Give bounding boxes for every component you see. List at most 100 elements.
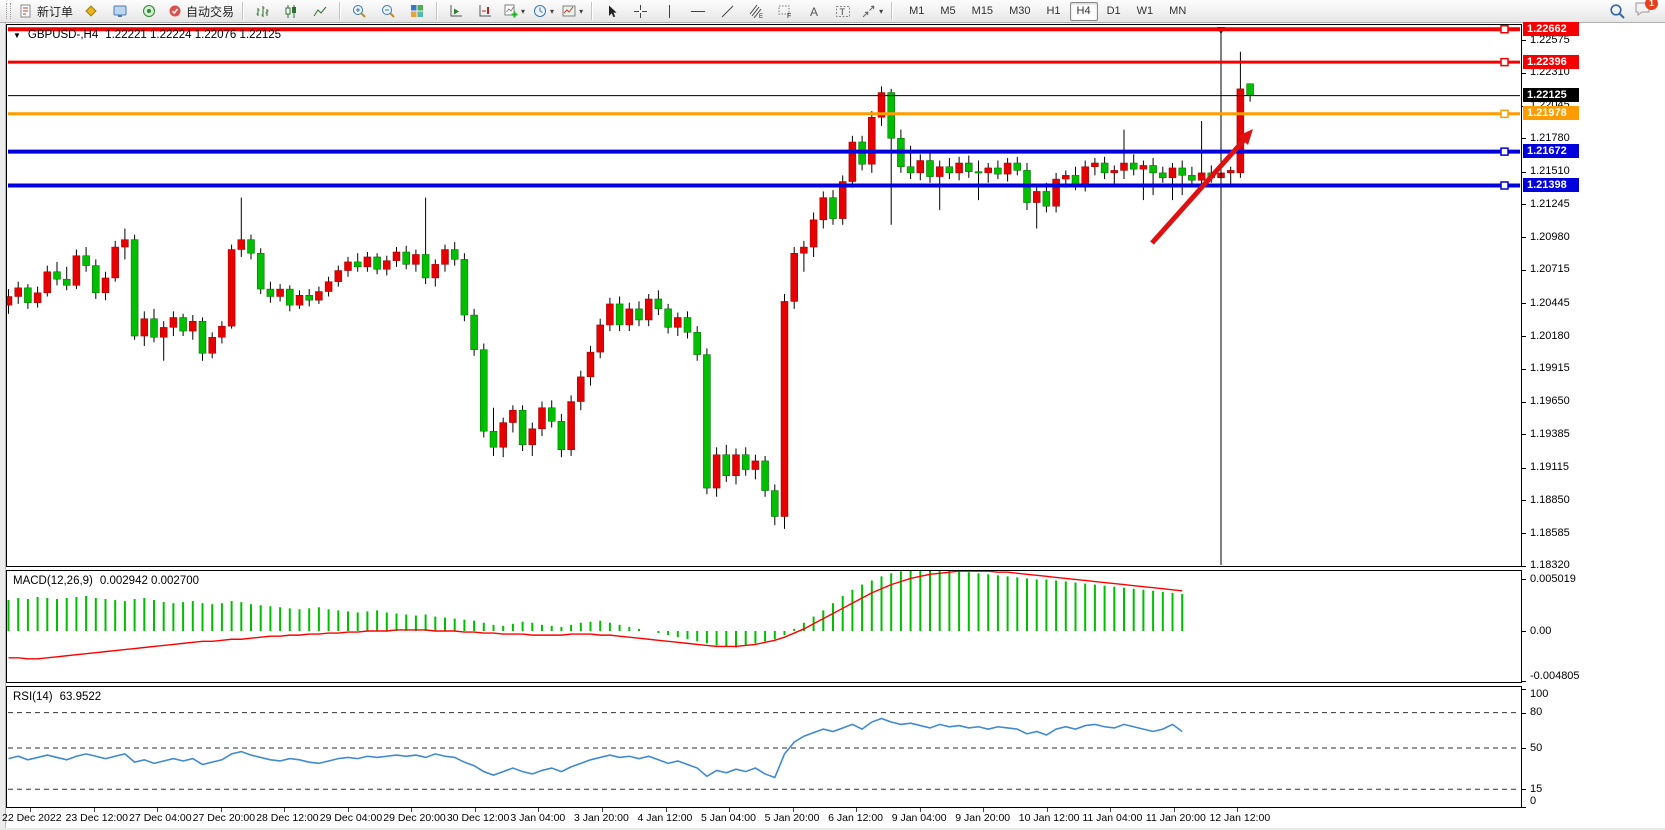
text-label-button[interactable]: T <box>829 1 857 21</box>
time-axis-label[interactable]: 27 Dec 20:00 <box>192 812 256 824</box>
time-axis-label[interactable]: 4 Jan 12:00 <box>637 812 693 824</box>
chart-shift-button[interactable] <box>471 1 499 21</box>
horizontal-line-button[interactable] <box>684 1 712 21</box>
new-order-button[interactable]: 新订单 <box>15 1 76 21</box>
price-axis-label: 1.18585 <box>1530 526 1570 539</box>
periods-button[interactable]: ▾ <box>529 1 557 21</box>
tf-d1-button[interactable]: D1 <box>1106 4 1121 17</box>
price-chart-panel[interactable]: ▼ GBPUSD-,H4 1.22221 1.22224 1.22076 1.2… <box>6 24 1522 567</box>
window-bottom-edge <box>0 828 1665 830</box>
candle-body <box>470 314 478 350</box>
line-handle[interactable] <box>1500 147 1509 156</box>
macd-panel[interactable]: MACD(12,26,9) 0.002942 0.002700 <box>6 570 1522 683</box>
candlestick-chart-button[interactable] <box>277 1 305 21</box>
candle-body <box>1110 170 1119 174</box>
time-axis-label[interactable]: 29 Dec 20:00 <box>383 812 446 824</box>
zoom-out-button[interactable] <box>374 1 402 21</box>
grid-button[interactable]: F <box>771 1 799 21</box>
line-handle[interactable] <box>1500 109 1509 119</box>
toolbar-separator <box>242 2 244 20</box>
time-axis-label[interactable]: 3 Jan 04:00 <box>510 812 566 824</box>
tf-mn-button[interactable]: MN <box>1169 4 1187 17</box>
templates-button[interactable]: ▾ <box>558 1 586 21</box>
time-axis-label[interactable]: 10 Jan 12:00 <box>1018 812 1080 824</box>
time-axis-label[interactable]: 23 Dec 12:00 <box>65 812 129 824</box>
price-chart-canvas[interactable] <box>7 25 1521 566</box>
chevron-down-icon[interactable]: ▼ <box>13 30 21 40</box>
tf-m15-button[interactable]: M15 <box>971 4 994 17</box>
time-axis-tick <box>792 808 794 812</box>
line-handle[interactable] <box>1500 57 1509 67</box>
toolbar-right: 1 <box>1609 0 1662 22</box>
candle-body <box>1226 170 1235 174</box>
line-handle[interactable] <box>1500 181 1509 190</box>
time-axis-label[interactable]: 29 Dec 04:00 <box>319 812 383 824</box>
tf-w1-button[interactable]: W1 <box>1136 4 1154 17</box>
time-axis-label[interactable]: 22 Dec 2022 <box>2 812 62 824</box>
tf-m5-button[interactable]: M5 <box>940 4 956 17</box>
crosshair-button[interactable] <box>626 1 654 21</box>
time-axis-label[interactable]: 12 Jan 12:00 <box>1209 812 1271 824</box>
new-chart-button[interactable]: ▾ <box>500 1 528 21</box>
rsi-axis-tick <box>1522 689 1526 690</box>
time-axis-label[interactable]: 5 Jan 04:00 <box>701 812 756 824</box>
candle-body <box>353 261 362 268</box>
navigator-button[interactable] <box>135 1 163 21</box>
tf-h4-button[interactable]: H4 <box>1069 1 1098 21</box>
time-axis-label[interactable]: 11 Jan 04:00 <box>1082 812 1143 824</box>
tf-m30-button[interactable]: M30 <box>1009 4 1031 17</box>
dropdown-arrow-icon[interactable]: ▾ <box>550 6 555 16</box>
data-window-button[interactable] <box>106 1 134 21</box>
price-axis-label: 1.21510 <box>1530 165 1570 178</box>
time-axis-label[interactable]: 27 Dec 04:00 <box>129 812 192 824</box>
rsi-panel[interactable]: RSI(14) 63.9522 <box>6 686 1522 808</box>
macd-canvas[interactable] <box>7 571 1521 682</box>
time-axis-label[interactable]: 3 Jan 20:00 <box>573 812 629 824</box>
toolbar-grip[interactable] <box>6 3 11 19</box>
time-axis-label[interactable]: 9 Jan 20:00 <box>955 812 1011 824</box>
time-axis-label[interactable]: 28 Dec 12:00 <box>256 812 319 824</box>
trend-arrow[interactable] <box>1150 138 1246 245</box>
window-gutter[interactable] <box>0 23 6 830</box>
search-icon[interactable] <box>1609 3 1626 20</box>
vertical-line-icon <box>668 4 670 18</box>
time-axis-label[interactable]: 6 Jan 12:00 <box>828 812 884 824</box>
level-price-badge: 1.21398 <box>1523 177 1579 192</box>
auto-scroll-button[interactable] <box>442 1 470 21</box>
vertical-line-button[interactable] <box>655 1 683 21</box>
macd-axis-label: -0.004805 <box>1530 670 1580 682</box>
price-axis-tick <box>1522 336 1526 338</box>
time-axis-label[interactable]: 5 Jan 20:00 <box>764 812 820 824</box>
tf-m1-button[interactable]: M1 <box>909 4 925 17</box>
toolbar-separator <box>591 2 593 20</box>
svg-text:F: F <box>787 13 791 19</box>
horizontal-line-icon <box>691 10 706 12</box>
autotrading-button[interactable]: 自动交易 <box>164 1 237 21</box>
cursor-button[interactable] <box>597 1 625 21</box>
arrows-button[interactable]: ▾ <box>858 1 886 21</box>
line-chart-button[interactable] <box>306 1 334 21</box>
candle-body <box>538 407 546 430</box>
fibonacci-icon: E <box>749 4 763 19</box>
notifications-button[interactable]: 1 <box>1634 0 1658 22</box>
rsi-title: RSI(14) 63.9522 <box>13 691 101 703</box>
notification-badge: 1 <box>1645 0 1658 10</box>
market-watch-button[interactable] <box>77 1 105 21</box>
price-axis-label: 1.20445 <box>1530 296 1570 309</box>
price-axis-label: 1.21245 <box>1530 197 1570 210</box>
line-handle[interactable] <box>1500 25 1509 34</box>
tf-h1-button[interactable]: H1 <box>1046 4 1061 17</box>
trendline-button[interactable] <box>713 1 741 21</box>
dropdown-arrow-icon[interactable]: ▾ <box>521 6 526 16</box>
rsi-canvas[interactable] <box>7 687 1521 807</box>
time-axis-label[interactable]: 9 Jan 04:00 <box>891 812 947 824</box>
time-axis-label[interactable]: 11 Jan 20:00 <box>1145 812 1206 824</box>
bar-chart-button[interactable] <box>248 1 276 21</box>
tile-windows-button[interactable] <box>403 1 431 21</box>
zoom-in-button[interactable] <box>345 1 373 21</box>
text-button[interactable]: A <box>800 1 828 21</box>
time-axis-label[interactable]: 30 Dec 12:00 <box>446 812 510 824</box>
dropdown-arrow-icon[interactable]: ▾ <box>879 6 884 16</box>
dropdown-arrow-icon[interactable]: ▾ <box>579 6 584 16</box>
fibonacci-button[interactable]: E <box>742 1 770 21</box>
